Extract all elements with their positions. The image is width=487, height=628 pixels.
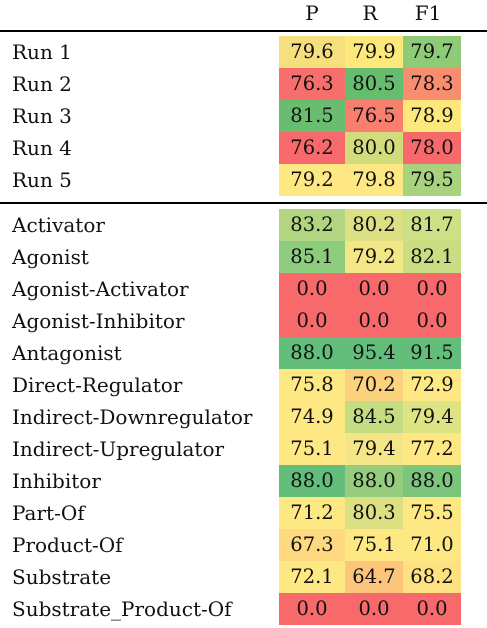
cell-r: 79.4 [345, 433, 403, 465]
table-row: Substrate_Product-Of 0.0 0.0 0.0 [0, 593, 487, 625]
cell-p: 81.5 [279, 100, 345, 132]
row-label: Indirect-Upregulator [12, 437, 225, 461]
cell-f1: 71.0 [403, 529, 461, 561]
row-label: Product-Of [12, 533, 123, 557]
table-row: Direct-Regulator 75.8 70.2 72.9 [0, 369, 487, 401]
cell-r: 80.3 [345, 497, 403, 529]
row-label: Run 1 [12, 40, 72, 64]
cell-f1: 78.9 [403, 100, 461, 132]
table-row: Run 4 76.2 80.0 78.0 [0, 132, 487, 164]
cell-p: 76.3 [279, 68, 345, 100]
cell-p: 74.9 [279, 401, 345, 433]
table-row: Indirect-Downregulator 74.9 84.5 79.4 [0, 401, 487, 433]
cell-r: 79.2 [345, 241, 403, 273]
cell-r: 0.0 [345, 305, 403, 337]
cell-p: 83.2 [279, 209, 345, 241]
row-label: Run 3 [12, 104, 72, 128]
cell-r: 0.0 [345, 273, 403, 305]
cell-p: 0.0 [279, 305, 345, 337]
row-label: Part-Of [12, 501, 85, 525]
table-row: Agonist-Activator 0.0 0.0 0.0 [0, 273, 487, 305]
table-row: Run 5 79.2 79.8 79.5 [0, 164, 487, 196]
cell-f1: 75.5 [403, 497, 461, 529]
cell-f1: 68.2 [403, 561, 461, 593]
cell-p: 85.1 [279, 241, 345, 273]
cell-p: 72.1 [279, 561, 345, 593]
row-label: Run 5 [12, 168, 72, 192]
table-row: Agonist-Inhibitor 0.0 0.0 0.0 [0, 305, 487, 337]
table-row: Run 1 79.6 79.9 79.7 [0, 36, 487, 68]
table-header: P R F1 [0, 0, 487, 30]
cell-r: 88.0 [345, 465, 403, 497]
cell-r: 84.5 [345, 401, 403, 433]
cell-f1: 79.4 [403, 401, 461, 433]
cell-r: 95.4 [345, 337, 403, 369]
header-f1: F1 [414, 1, 442, 25]
row-label: Direct-Regulator [12, 373, 183, 397]
header-r: R [362, 1, 378, 25]
top-rule [0, 30, 487, 32]
cell-p: 75.8 [279, 369, 345, 401]
cell-r: 80.5 [345, 68, 403, 100]
row-label: Activator [12, 213, 105, 237]
cell-p: 88.0 [279, 465, 345, 497]
row-label: Agonist-Activator [12, 277, 189, 301]
cell-r: 76.5 [345, 100, 403, 132]
cell-f1: 78.3 [403, 68, 461, 100]
table-row: Run 2 76.3 80.5 78.3 [0, 68, 487, 100]
cell-f1: 88.0 [403, 465, 461, 497]
cell-f1: 79.5 [403, 164, 461, 196]
table-row: Substrate 72.1 64.7 68.2 [0, 561, 487, 593]
cell-f1: 72.9 [403, 369, 461, 401]
table-row: Product-Of 67.3 75.1 71.0 [0, 529, 487, 561]
cell-f1: 78.0 [403, 132, 461, 164]
row-label: Substrate [12, 565, 112, 589]
cell-f1: 81.7 [403, 209, 461, 241]
cell-r: 79.9 [345, 36, 403, 68]
row-label: Agonist [12, 245, 89, 269]
cell-f1: 77.2 [403, 433, 461, 465]
cell-r: 64.7 [345, 561, 403, 593]
cell-f1: 0.0 [403, 593, 461, 625]
cell-p: 79.2 [279, 164, 345, 196]
row-label: Antagonist [12, 341, 122, 365]
table-row: Part-Of 71.2 80.3 75.5 [0, 497, 487, 529]
cell-p: 76.2 [279, 132, 345, 164]
row-label: Substrate_Product-Of [12, 597, 232, 621]
row-label: Run 4 [12, 136, 72, 160]
row-label: Agonist-Inhibitor [12, 309, 185, 333]
cell-p: 67.3 [279, 529, 345, 561]
cell-f1: 82.1 [403, 241, 461, 273]
cell-r: 80.2 [345, 209, 403, 241]
cell-r: 0.0 [345, 593, 403, 625]
table-row: Run 3 81.5 76.5 78.9 [0, 100, 487, 132]
cell-r: 80.0 [345, 132, 403, 164]
table-row: Inhibitor 88.0 88.0 88.0 [0, 465, 487, 497]
cell-p: 71.2 [279, 497, 345, 529]
header-p: P [305, 1, 319, 25]
table-row: Agonist 85.1 79.2 82.1 [0, 241, 487, 273]
cell-p: 0.0 [279, 273, 345, 305]
cell-r: 79.8 [345, 164, 403, 196]
row-label: Indirect-Downregulator [12, 405, 253, 429]
cell-f1: 0.0 [403, 273, 461, 305]
cell-p: 0.0 [279, 593, 345, 625]
section-rule [0, 202, 487, 204]
table-row: Indirect-Upregulator 75.1 79.4 77.2 [0, 433, 487, 465]
cell-p: 88.0 [279, 337, 345, 369]
cell-r: 75.1 [345, 529, 403, 561]
row-label: Inhibitor [12, 469, 101, 493]
table-row: Activator 83.2 80.2 81.7 [0, 209, 487, 241]
cell-r: 70.2 [345, 369, 403, 401]
cell-f1: 91.5 [403, 337, 461, 369]
table-row: Antagonist 88.0 95.4 91.5 [0, 337, 487, 369]
cell-p: 79.6 [279, 36, 345, 68]
cell-f1: 0.0 [403, 305, 461, 337]
row-label: Run 2 [12, 72, 72, 96]
cell-f1: 79.7 [403, 36, 461, 68]
cell-p: 75.1 [279, 433, 345, 465]
